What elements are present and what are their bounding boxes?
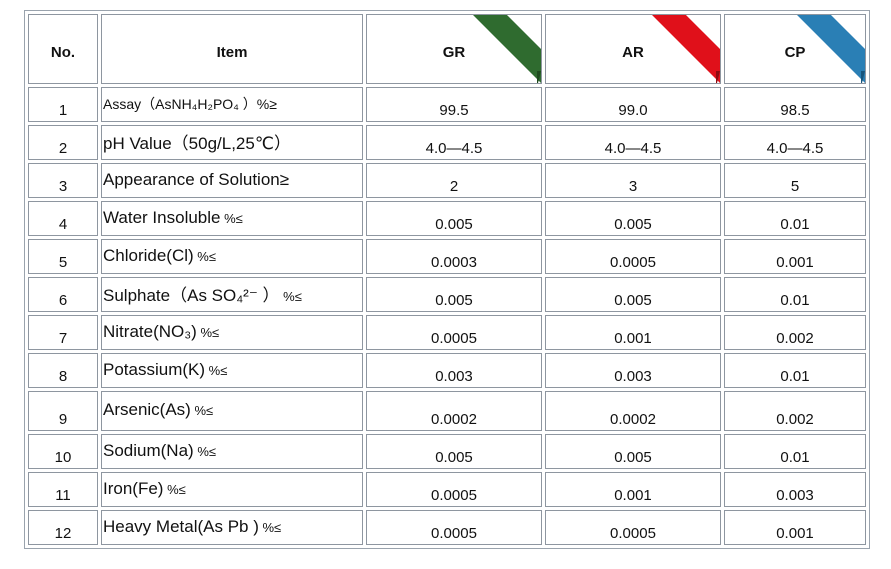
value-cell-ar: 3 [545, 163, 721, 198]
item-cell: Assay（AsNH₄H₂PO₄ ）%≥ [101, 87, 363, 122]
row-number-cell: 2 [28, 125, 98, 160]
grade-ribbon-cp [793, 15, 865, 83]
value-cell-cp: 98.5 [724, 87, 866, 122]
item-cell: Potassium(K) %≤ [101, 353, 363, 388]
unit-label: %≤ [163, 481, 186, 497]
table-body: 1 Assay（AsNH₄H₂PO₄ ）%≥ 99.5 99.0 98.5 2 pH Val… [28, 87, 866, 545]
row-number-cell: 11 [28, 472, 98, 507]
value-cell-gr: 0.003 [366, 353, 542, 388]
value-cell-gr: 99.5 [366, 87, 542, 122]
unit-label: %≤ [193, 443, 217, 459]
table-row: 6 Sulphate（As SO₄²⁻ ） %≤ 0.005 0.005 0.01 [28, 277, 866, 312]
value-cell-cp: 0.003 [724, 472, 866, 507]
grade-ribbon-gr [469, 15, 541, 83]
row-number-cell: 9 [28, 391, 98, 431]
value-cell-gr: 2 [366, 163, 542, 198]
table-row: 1 Assay（AsNH₄H₂PO₄ ）%≥ 99.5 99.0 98.5 [28, 87, 866, 122]
row-number-cell: 3 [28, 163, 98, 198]
unit-label: %≤ [205, 362, 228, 378]
value-cell-gr: 0.0005 [366, 315, 542, 350]
item-cell: Water Insoluble %≤ [101, 201, 363, 236]
table-row: 12 Heavy Metal(As Pb ) %≤ 0.0005 0.0005 0.00… [28, 510, 866, 545]
value-cell-ar: 0.0002 [545, 391, 721, 431]
table-row: 4 Water Insoluble %≤ 0.005 0.005 0.01 [28, 201, 866, 236]
value-cell-cp: 4.0—4.5 [724, 125, 866, 160]
row-number-cell: 5 [28, 239, 98, 274]
value-cell-cp: 0.001 [724, 239, 866, 274]
value-cell-gr: 0.0002 [366, 391, 542, 431]
value-cell-ar: 99.0 [545, 87, 721, 122]
value-cell-gr: 0.0003 [366, 239, 542, 274]
value-cell-cp: 0.01 [724, 201, 866, 236]
grade-ribbon-ar [648, 15, 720, 83]
value-cell-cp: 0.002 [724, 315, 866, 350]
header-grade-gr: GR [366, 14, 542, 84]
row-number-cell: 4 [28, 201, 98, 236]
value-cell-gr: 0.0005 [366, 472, 542, 507]
header-item: Item [101, 14, 363, 84]
item-cell: Chloride(Cl) %≤ [101, 239, 363, 274]
table-row: 2 pH Value（50g/L,25℃） 4.0—4.5 4.0—4.5 4.0—4.… [28, 125, 866, 160]
item-cell: pH Value（50g/L,25℃） [101, 125, 363, 160]
table-row: 8 Potassium(K) %≤ 0.003 0.003 0.01 [28, 353, 866, 388]
unit-label: %≤ [190, 403, 214, 418]
value-cell-gr: 4.0—4.5 [366, 125, 542, 160]
table-row: 5 Chloride(Cl) %≤ 0.0003 0.0005 0.001 [28, 239, 866, 274]
table-row: 11 Iron(Fe) %≤ 0.0005 0.001 0.003 [28, 472, 866, 507]
row-number-cell: 10 [28, 434, 98, 469]
item-cell: Nitrate(NO₃) %≤ [101, 315, 363, 350]
table-row: 3 Appearance of Solution≥ 2 3 5 [28, 163, 866, 198]
value-cell-ar: 4.0—4.5 [545, 125, 721, 160]
item-cell: Iron(Fe) %≤ [101, 472, 363, 507]
header-row: No. Item GR AR CP [28, 14, 866, 84]
table-row: 9 Arsenic(As) %≤ 0.0002 0.0002 0.002 [28, 391, 866, 431]
unit-label: %≤ [196, 324, 220, 340]
header-grade-cp: CP [724, 14, 866, 84]
value-cell-cp: 0.01 [724, 277, 866, 312]
value-cell-cp: 0.01 [724, 434, 866, 469]
value-cell-ar: 0.005 [545, 434, 721, 469]
unit-label: %≤ [279, 289, 302, 304]
row-number-cell: 6 [28, 277, 98, 312]
value-cell-ar: 0.005 [545, 277, 721, 312]
item-cell: Appearance of Solution≥ [101, 163, 363, 198]
value-cell-ar: 0.001 [545, 472, 721, 507]
value-cell-ar: 0.005 [545, 201, 721, 236]
item-cell: Sulphate（As SO₄²⁻ ） %≤ [101, 277, 363, 312]
specification-table: No. Item GR AR CP 1 Assay（AsNH₄H [24, 10, 870, 549]
table-row: 10 Sodium(Na) %≤ 0.005 0.005 0.01 [28, 434, 866, 469]
value-cell-gr: 0.005 [366, 434, 542, 469]
unit-label: %≤ [258, 519, 282, 535]
value-cell-cp: 0.01 [724, 353, 866, 388]
unit-label: %≤ [220, 210, 243, 226]
row-number-cell: 8 [28, 353, 98, 388]
value-cell-gr: 0.005 [366, 201, 542, 236]
item-cell: Arsenic(As) %≤ [101, 391, 363, 431]
value-cell-ar: 0.0005 [545, 239, 721, 274]
value-cell-ar: 0.0005 [545, 510, 721, 545]
value-cell-gr: 0.005 [366, 277, 542, 312]
value-cell-cp: 0.001 [724, 510, 866, 545]
item-cell: Sodium(Na) %≤ [101, 434, 363, 469]
header-grade-ar: AR [545, 14, 721, 84]
table-row: 7 Nitrate(NO₃) %≤ 0.0005 0.001 0.002 [28, 315, 866, 350]
value-cell-cp: 0.002 [724, 391, 866, 431]
row-number-cell: 12 [28, 510, 98, 545]
item-cell: Heavy Metal(As Pb ) %≤ [101, 510, 363, 545]
value-cell-gr: 0.0005 [366, 510, 542, 545]
unit-label: %≤ [193, 248, 216, 264]
value-cell-cp: 5 [724, 163, 866, 198]
value-cell-ar: 0.003 [545, 353, 721, 388]
row-number-cell: 7 [28, 315, 98, 350]
header-no: No. [28, 14, 98, 84]
value-cell-ar: 0.001 [545, 315, 721, 350]
row-number-cell: 1 [28, 87, 98, 122]
